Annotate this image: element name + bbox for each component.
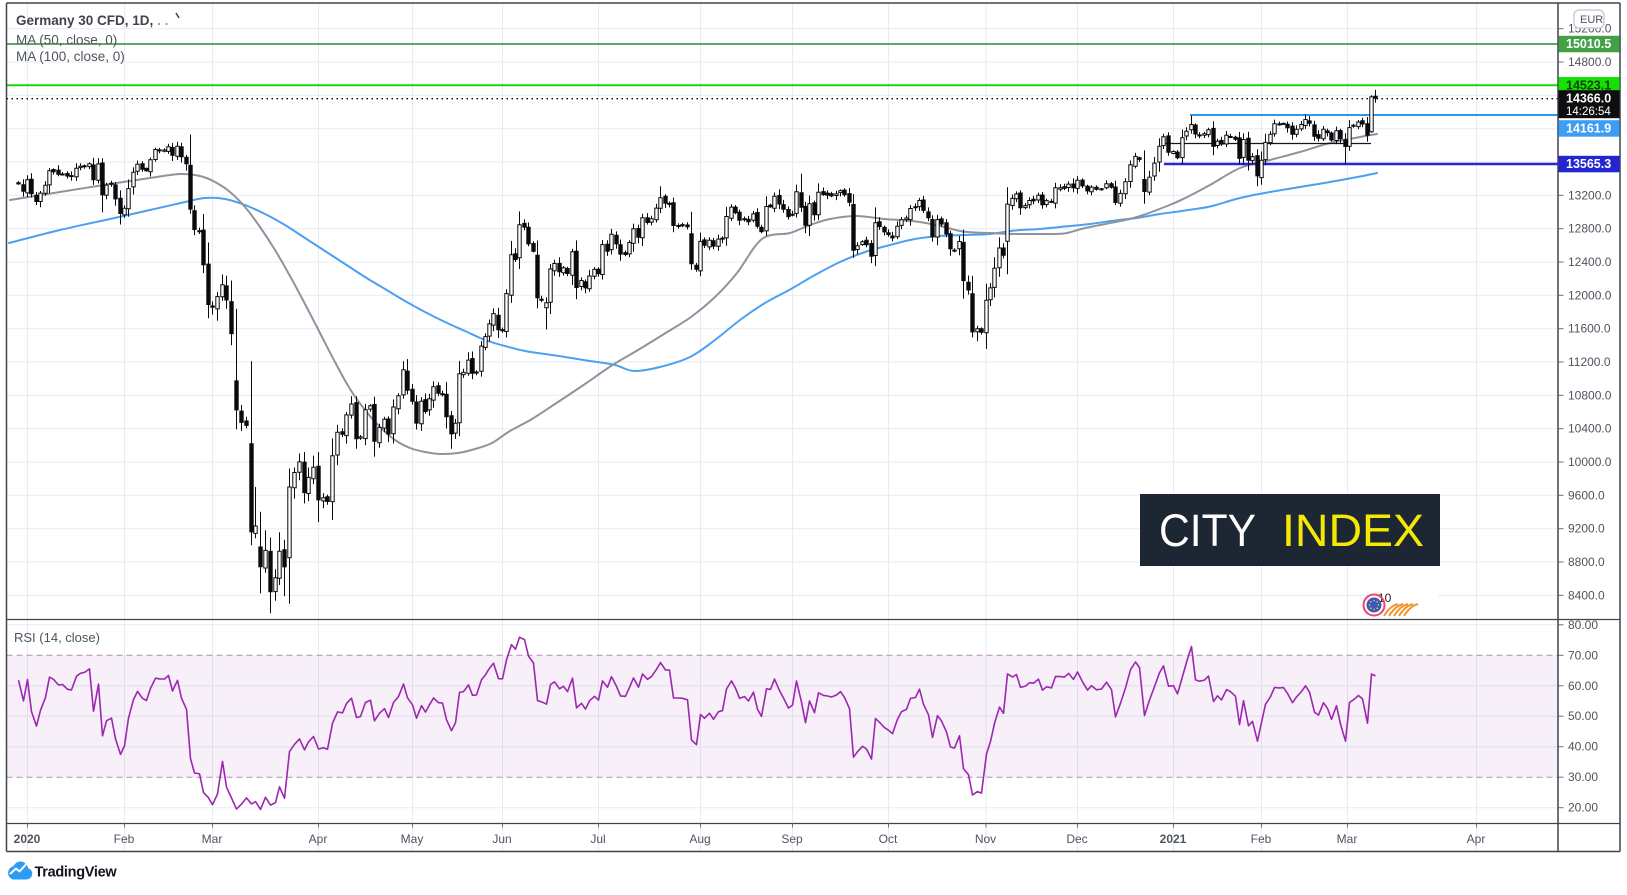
svg-text:2021: 2021 xyxy=(1160,832,1187,846)
svg-text:TradingView: TradingView xyxy=(35,865,118,881)
svg-text:13200.0: 13200.0 xyxy=(1568,188,1612,202)
svg-text:9200.0: 9200.0 xyxy=(1568,522,1605,536)
svg-text:EUR: EUR xyxy=(1580,14,1603,26)
svg-text:14523.1: 14523.1 xyxy=(1566,78,1611,92)
svg-text:80.00: 80.00 xyxy=(1568,618,1598,632)
svg-text:40.00: 40.00 xyxy=(1568,740,1598,754)
svg-text:Apr: Apr xyxy=(309,832,328,846)
svg-text:10: 10 xyxy=(1378,591,1392,605)
svg-text:Feb: Feb xyxy=(114,832,135,846)
svg-text:60.00: 60.00 xyxy=(1568,679,1598,693)
svg-text:RSI (14, close): RSI (14, close) xyxy=(14,630,100,645)
svg-text:Nov: Nov xyxy=(975,832,996,846)
svg-text:8400.0: 8400.0 xyxy=(1568,588,1605,602)
svg-text:Dec: Dec xyxy=(1066,832,1087,846)
svg-text:20.00: 20.00 xyxy=(1568,801,1598,815)
svg-text:10400.0: 10400.0 xyxy=(1568,422,1612,436)
svg-text:MA (50, close, 0): MA (50, close, 0) xyxy=(16,33,117,48)
svg-text:Oct: Oct xyxy=(879,832,898,846)
svg-text:14:26:54: 14:26:54 xyxy=(1566,106,1611,118)
svg-text:8800.0: 8800.0 xyxy=(1568,555,1605,569)
svg-text:10000.0: 10000.0 xyxy=(1568,455,1612,469)
svg-text:12000.0: 12000.0 xyxy=(1568,288,1612,302)
svg-text:14161.9: 14161.9 xyxy=(1566,122,1611,136)
svg-text:11600.0: 11600.0 xyxy=(1568,322,1611,336)
svg-text:CITY: CITY xyxy=(1159,505,1256,556)
svg-text:Sep: Sep xyxy=(781,832,803,846)
svg-text:50.00: 50.00 xyxy=(1568,709,1598,723)
svg-text:Jul: Jul xyxy=(590,832,605,846)
svg-text:INDEX: INDEX xyxy=(1282,505,1424,556)
svg-text:Germany 30 CFD, 1D, . .: Germany 30 CFD, 1D, . . xyxy=(16,13,168,28)
svg-text:14366.0: 14366.0 xyxy=(1566,92,1611,106)
svg-text:Jun: Jun xyxy=(492,832,511,846)
svg-text:MA (100, close, 0): MA (100, close, 0) xyxy=(16,49,125,64)
svg-text:13565.3: 13565.3 xyxy=(1566,157,1611,171)
svg-text:May: May xyxy=(401,832,424,846)
svg-text:9600.0: 9600.0 xyxy=(1568,488,1605,502)
svg-text:30.00: 30.00 xyxy=(1568,770,1598,784)
svg-text:14800.0: 14800.0 xyxy=(1568,55,1612,69)
svg-text:12800.0: 12800.0 xyxy=(1568,222,1612,236)
svg-text:Aug: Aug xyxy=(689,832,710,846)
svg-text:Feb: Feb xyxy=(1251,832,1272,846)
svg-text:15010.5: 15010.5 xyxy=(1566,37,1611,51)
svg-text:2020: 2020 xyxy=(14,832,41,846)
svg-text:10800.0: 10800.0 xyxy=(1568,388,1612,402)
svg-text:Mar: Mar xyxy=(1337,832,1358,846)
svg-text:11200.0: 11200.0 xyxy=(1568,355,1611,369)
svg-text:12400.0: 12400.0 xyxy=(1568,255,1612,269)
svg-text:Apr: Apr xyxy=(1467,832,1486,846)
svg-text:70.00: 70.00 xyxy=(1568,648,1598,662)
svg-text:Mar: Mar xyxy=(202,832,223,846)
